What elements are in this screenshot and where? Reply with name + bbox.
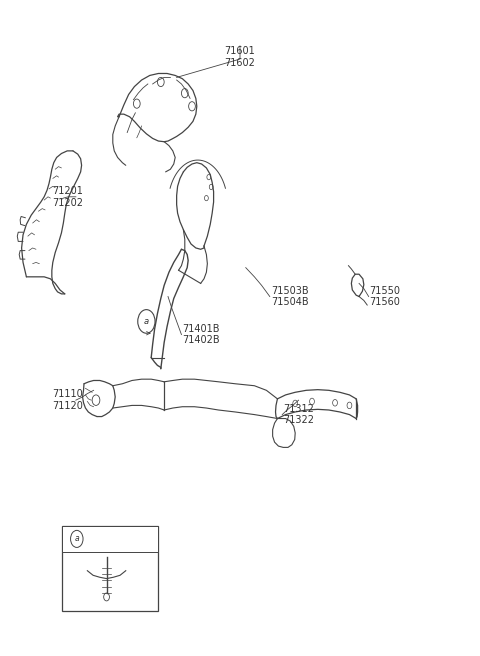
Text: 71110
71120: 71110 71120 <box>52 390 83 411</box>
Text: 71401B
71402B: 71401B 71402B <box>182 324 220 345</box>
Text: a: a <box>74 535 79 543</box>
Text: a: a <box>144 317 149 326</box>
Text: 71201
71202: 71201 71202 <box>52 186 83 207</box>
Bar <box>62 526 158 611</box>
Text: 71601
71602: 71601 71602 <box>225 46 255 68</box>
Text: 71503B
71504B: 71503B 71504B <box>271 286 309 307</box>
Text: 71550
71560: 71550 71560 <box>370 286 401 307</box>
Bar <box>62 526 158 552</box>
Text: 71312
71322: 71312 71322 <box>283 404 314 425</box>
Text: 67321L
67331R: 67321L 67331R <box>94 588 132 610</box>
